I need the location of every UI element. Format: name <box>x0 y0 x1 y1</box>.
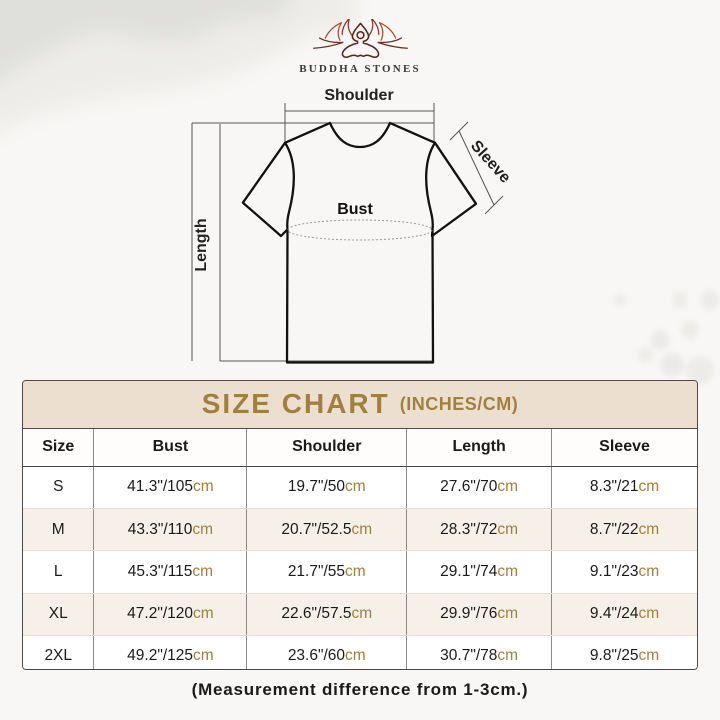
svg-text:Bust: Bust <box>337 201 373 218</box>
svg-text:Shoulder: Shoulder <box>324 87 393 104</box>
svg-text:Length: Length <box>193 218 210 271</box>
